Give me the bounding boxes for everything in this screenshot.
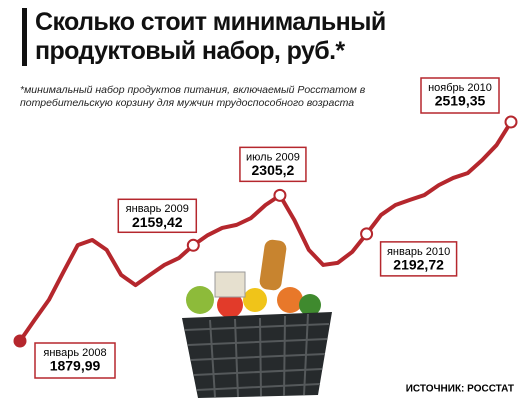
annotation-box bbox=[379, 241, 458, 277]
chart-subtitle: *минимальный набор продуктов питания, вк… bbox=[20, 84, 366, 109]
annotation-date: январь 2009 bbox=[126, 203, 189, 215]
data-label: 2519,35 bbox=[435, 93, 486, 109]
annotation-box bbox=[117, 198, 198, 234]
annotation-box bbox=[239, 146, 307, 183]
annotation-date: январь 2008 bbox=[43, 347, 106, 359]
data-label: 2192,72 bbox=[393, 257, 444, 273]
data-label: 2159,42 bbox=[132, 214, 183, 230]
source: ИСТОЧНИК: РОССТАТ bbox=[406, 384, 514, 395]
annotation-box bbox=[420, 77, 500, 114]
marker bbox=[360, 227, 374, 241]
marker bbox=[186, 238, 200, 252]
annotation-date: ноябрь 2010 bbox=[428, 82, 492, 94]
chart-title: Сколько стоит минимальный продуктовый на… bbox=[22, 8, 445, 66]
marker bbox=[13, 334, 27, 348]
annotation-date: январь 2010 bbox=[387, 246, 450, 258]
annotation-date: июль 2009 bbox=[246, 151, 300, 163]
data-label: 1879,99 bbox=[50, 358, 101, 374]
marker bbox=[273, 188, 287, 202]
marker bbox=[504, 115, 518, 129]
data-label: 2305,2 bbox=[252, 162, 295, 178]
annotation-box bbox=[34, 342, 116, 379]
line bbox=[18, 120, 513, 343]
basket bbox=[182, 239, 332, 398]
